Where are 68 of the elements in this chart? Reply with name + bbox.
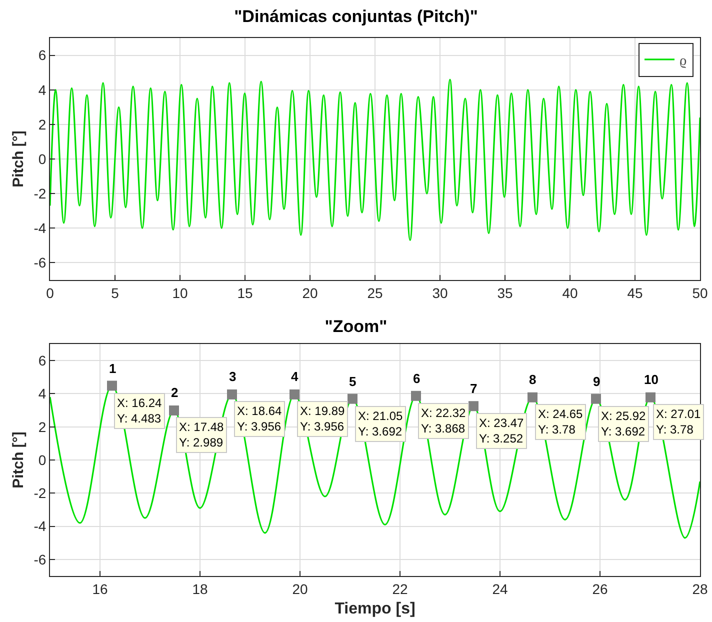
legend-label: ϱ bbox=[680, 54, 687, 69]
annotation: X: 16.24 Y: 4.483 bbox=[117, 396, 162, 426]
y-tick-label: 0 bbox=[38, 452, 46, 468]
x-tick-label: 15 bbox=[237, 284, 253, 301]
point bbox=[528, 392, 538, 402]
point bbox=[227, 389, 237, 400]
point bbox=[348, 394, 358, 404]
x-tick-label: 30 bbox=[432, 284, 448, 301]
line-series bbox=[50, 78, 700, 242]
y-tick-label: 4 bbox=[38, 82, 46, 98]
y-tick-label: -2 bbox=[34, 485, 46, 502]
annotation: 10 bbox=[644, 372, 658, 387]
x-axis-title: Tiempo [s] bbox=[334, 600, 416, 618]
x-tick-label: 20 bbox=[302, 284, 318, 301]
y-tick-label: 2 bbox=[38, 116, 46, 132]
y-tick-label: -6 bbox=[34, 551, 46, 568]
annotation: X: 24.65 Y: 3.78 bbox=[538, 407, 584, 437]
x-tick-label: 24 bbox=[492, 580, 508, 597]
x-tick-label: 22 bbox=[392, 580, 408, 597]
y-tick-label: -4 bbox=[34, 220, 46, 236]
y-tick-label: 6 bbox=[38, 47, 46, 64]
annotation: 3 bbox=[229, 369, 236, 384]
x-tick-label: 20 bbox=[292, 580, 308, 597]
annotation: 4 bbox=[291, 369, 299, 384]
annotation: 2 bbox=[171, 385, 178, 400]
annotation: X: 27.01 Y: 3.78 bbox=[656, 407, 702, 437]
x-tick-label: 26 bbox=[592, 580, 608, 597]
point bbox=[646, 392, 656, 402]
annotation: 7 bbox=[470, 381, 478, 396]
x-tick-label: 16 bbox=[92, 580, 108, 597]
annotation: X: 25.92 Y: 3.692 bbox=[601, 409, 646, 439]
y-tick-label: 2 bbox=[38, 418, 46, 435]
x-tick-label: 35 bbox=[497, 284, 513, 301]
annotation: 9 bbox=[593, 374, 600, 389]
y-axis-title: Pitch [°] bbox=[10, 130, 27, 188]
annotation: 6 bbox=[413, 371, 420, 386]
point bbox=[107, 380, 117, 391]
point bbox=[411, 390, 421, 401]
annotation: X: 23.47 Y: 3.252 bbox=[479, 416, 524, 446]
annotation: 5 bbox=[349, 374, 356, 389]
y-tick-label: 6 bbox=[38, 352, 46, 368]
x-tick-label: 45 bbox=[627, 284, 643, 301]
annotation: 8 bbox=[529, 372, 536, 387]
y-tick-label: 4 bbox=[38, 386, 46, 402]
point bbox=[290, 389, 300, 400]
chart-title: "Zoom" bbox=[324, 316, 388, 336]
point bbox=[591, 394, 601, 404]
x-tick-label: 18 bbox=[192, 580, 208, 597]
annotation: 1 bbox=[109, 361, 116, 376]
annotation: X: 19.89 Y: 3.956 bbox=[300, 404, 346, 434]
annotation: X: 21.05 Y: 3.692 bbox=[358, 409, 404, 439]
x-tick-label: 40 bbox=[562, 284, 578, 301]
annotation: X: 22.32 Y: 3.868 bbox=[421, 406, 466, 436]
x-tick-label: 25 bbox=[367, 284, 383, 301]
point bbox=[169, 405, 179, 416]
x-tick-label: 5 bbox=[111, 284, 120, 301]
point bbox=[468, 401, 478, 412]
x-tick-label: 50 bbox=[692, 284, 708, 301]
y-tick-label: -4 bbox=[34, 518, 46, 534]
y-axis-title: Pitch [°] bbox=[10, 432, 27, 488]
annotation: X: 18.64 Y: 3.956 bbox=[237, 404, 282, 434]
y-tick-label: -2 bbox=[34, 185, 46, 202]
y-tick-label: -6 bbox=[34, 254, 46, 271]
chart-title: "Dinámicas conjuntas (Pitch)" bbox=[234, 6, 478, 26]
x-tick-label: 10 bbox=[172, 284, 188, 301]
annotation: X: 17.48 Y: 2.989 bbox=[179, 420, 224, 450]
x-tick-label: 28 bbox=[692, 580, 708, 597]
y-tick-label: 0 bbox=[38, 150, 46, 167]
